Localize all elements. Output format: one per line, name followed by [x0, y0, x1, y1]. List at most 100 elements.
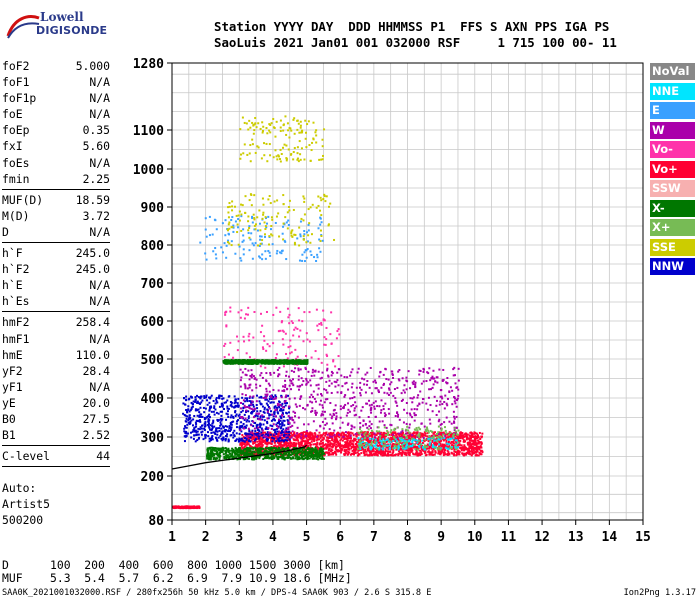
echo-point [337, 355, 340, 358]
echo-point [320, 440, 323, 443]
echo-point [227, 439, 230, 442]
echo-point [464, 453, 467, 456]
echo-point [281, 338, 284, 341]
echo-point [451, 433, 454, 436]
echo-point [227, 438, 230, 441]
echo-point [279, 310, 282, 313]
echo-point [267, 427, 270, 430]
echo-point [380, 431, 383, 434]
echo-point [297, 457, 300, 460]
echo-point [433, 395, 436, 398]
echo-point [189, 431, 192, 434]
echo-point [244, 436, 247, 439]
echo-point [252, 395, 255, 398]
echo-point [258, 396, 261, 399]
echo-point [369, 366, 372, 369]
echo-point [427, 447, 430, 450]
echo-point [244, 394, 247, 397]
echo-point [444, 394, 447, 397]
echo-point [294, 457, 297, 460]
echo-point [266, 439, 269, 442]
echo-point [417, 445, 420, 448]
echo-point [416, 404, 419, 407]
echo-point [231, 452, 234, 455]
echo-point [245, 424, 248, 427]
echo-point [409, 387, 412, 390]
echo-point [322, 433, 325, 436]
echo-point [446, 404, 449, 407]
param-row: h`Es N/A [2, 293, 110, 309]
echo-point [272, 437, 275, 440]
echo-point [246, 397, 249, 400]
echo-point [228, 455, 231, 458]
echo-point [263, 335, 266, 338]
echo-point [224, 342, 227, 345]
echo-point [376, 426, 379, 429]
echo-point [397, 450, 400, 453]
echo-point [256, 415, 259, 418]
echo-point [269, 448, 272, 451]
echo-point [289, 339, 292, 342]
echo-point [272, 388, 275, 391]
echo-point [396, 386, 399, 389]
echo-point [246, 400, 249, 403]
param-value: N/A [89, 155, 110, 170]
echo-point [220, 395, 223, 398]
echo-point [267, 417, 270, 420]
echo-point [277, 447, 280, 450]
param-row: yF1 N/A [2, 379, 110, 395]
echo-point [349, 434, 352, 437]
echo-point [269, 371, 272, 374]
echo-point [303, 423, 306, 426]
echo-point [364, 433, 367, 436]
echo-point [226, 405, 229, 408]
echo-point [249, 433, 252, 436]
echo-point [190, 406, 193, 409]
echo-point [435, 413, 438, 416]
echo-point [447, 440, 450, 443]
echo-point [240, 421, 243, 424]
echo-point [183, 440, 186, 443]
echo-point [354, 447, 357, 450]
echo-point [268, 431, 271, 434]
echo-point [277, 389, 280, 392]
echo-point [265, 390, 268, 393]
echo-point [453, 415, 456, 418]
echo-point [192, 437, 195, 440]
echo-point [243, 440, 246, 443]
echo-point [261, 346, 264, 349]
echo-point [423, 368, 426, 371]
echo-point [387, 378, 390, 381]
echo-point [289, 417, 292, 420]
echo-point [416, 396, 419, 399]
echo-point [469, 450, 472, 453]
echo-point [208, 401, 211, 404]
echo-point [347, 408, 350, 411]
echo-point [279, 454, 282, 457]
echo-point [301, 455, 304, 458]
echo-point [469, 441, 472, 444]
echo-point [326, 433, 329, 436]
echo-point [245, 439, 248, 442]
echo-point [439, 434, 442, 437]
echo-point [242, 439, 245, 442]
echo-point [307, 442, 310, 445]
echo-point [396, 435, 399, 438]
echo-point [398, 418, 401, 421]
echo-point [375, 441, 378, 444]
echo-point [310, 356, 313, 359]
echo-point [286, 439, 289, 442]
echo-point [268, 448, 271, 451]
echo-point [223, 356, 226, 359]
param-row: fxI 5.60 [2, 138, 110, 154]
echo-point [288, 438, 291, 441]
echo-point [234, 453, 237, 456]
echo-point [200, 433, 203, 436]
echo-point [424, 430, 427, 433]
echo-point [310, 374, 313, 377]
echo-point [200, 424, 203, 427]
echo-point [279, 436, 282, 439]
echo-point [246, 452, 249, 455]
echo-point [261, 444, 264, 447]
echo-point [252, 442, 255, 445]
